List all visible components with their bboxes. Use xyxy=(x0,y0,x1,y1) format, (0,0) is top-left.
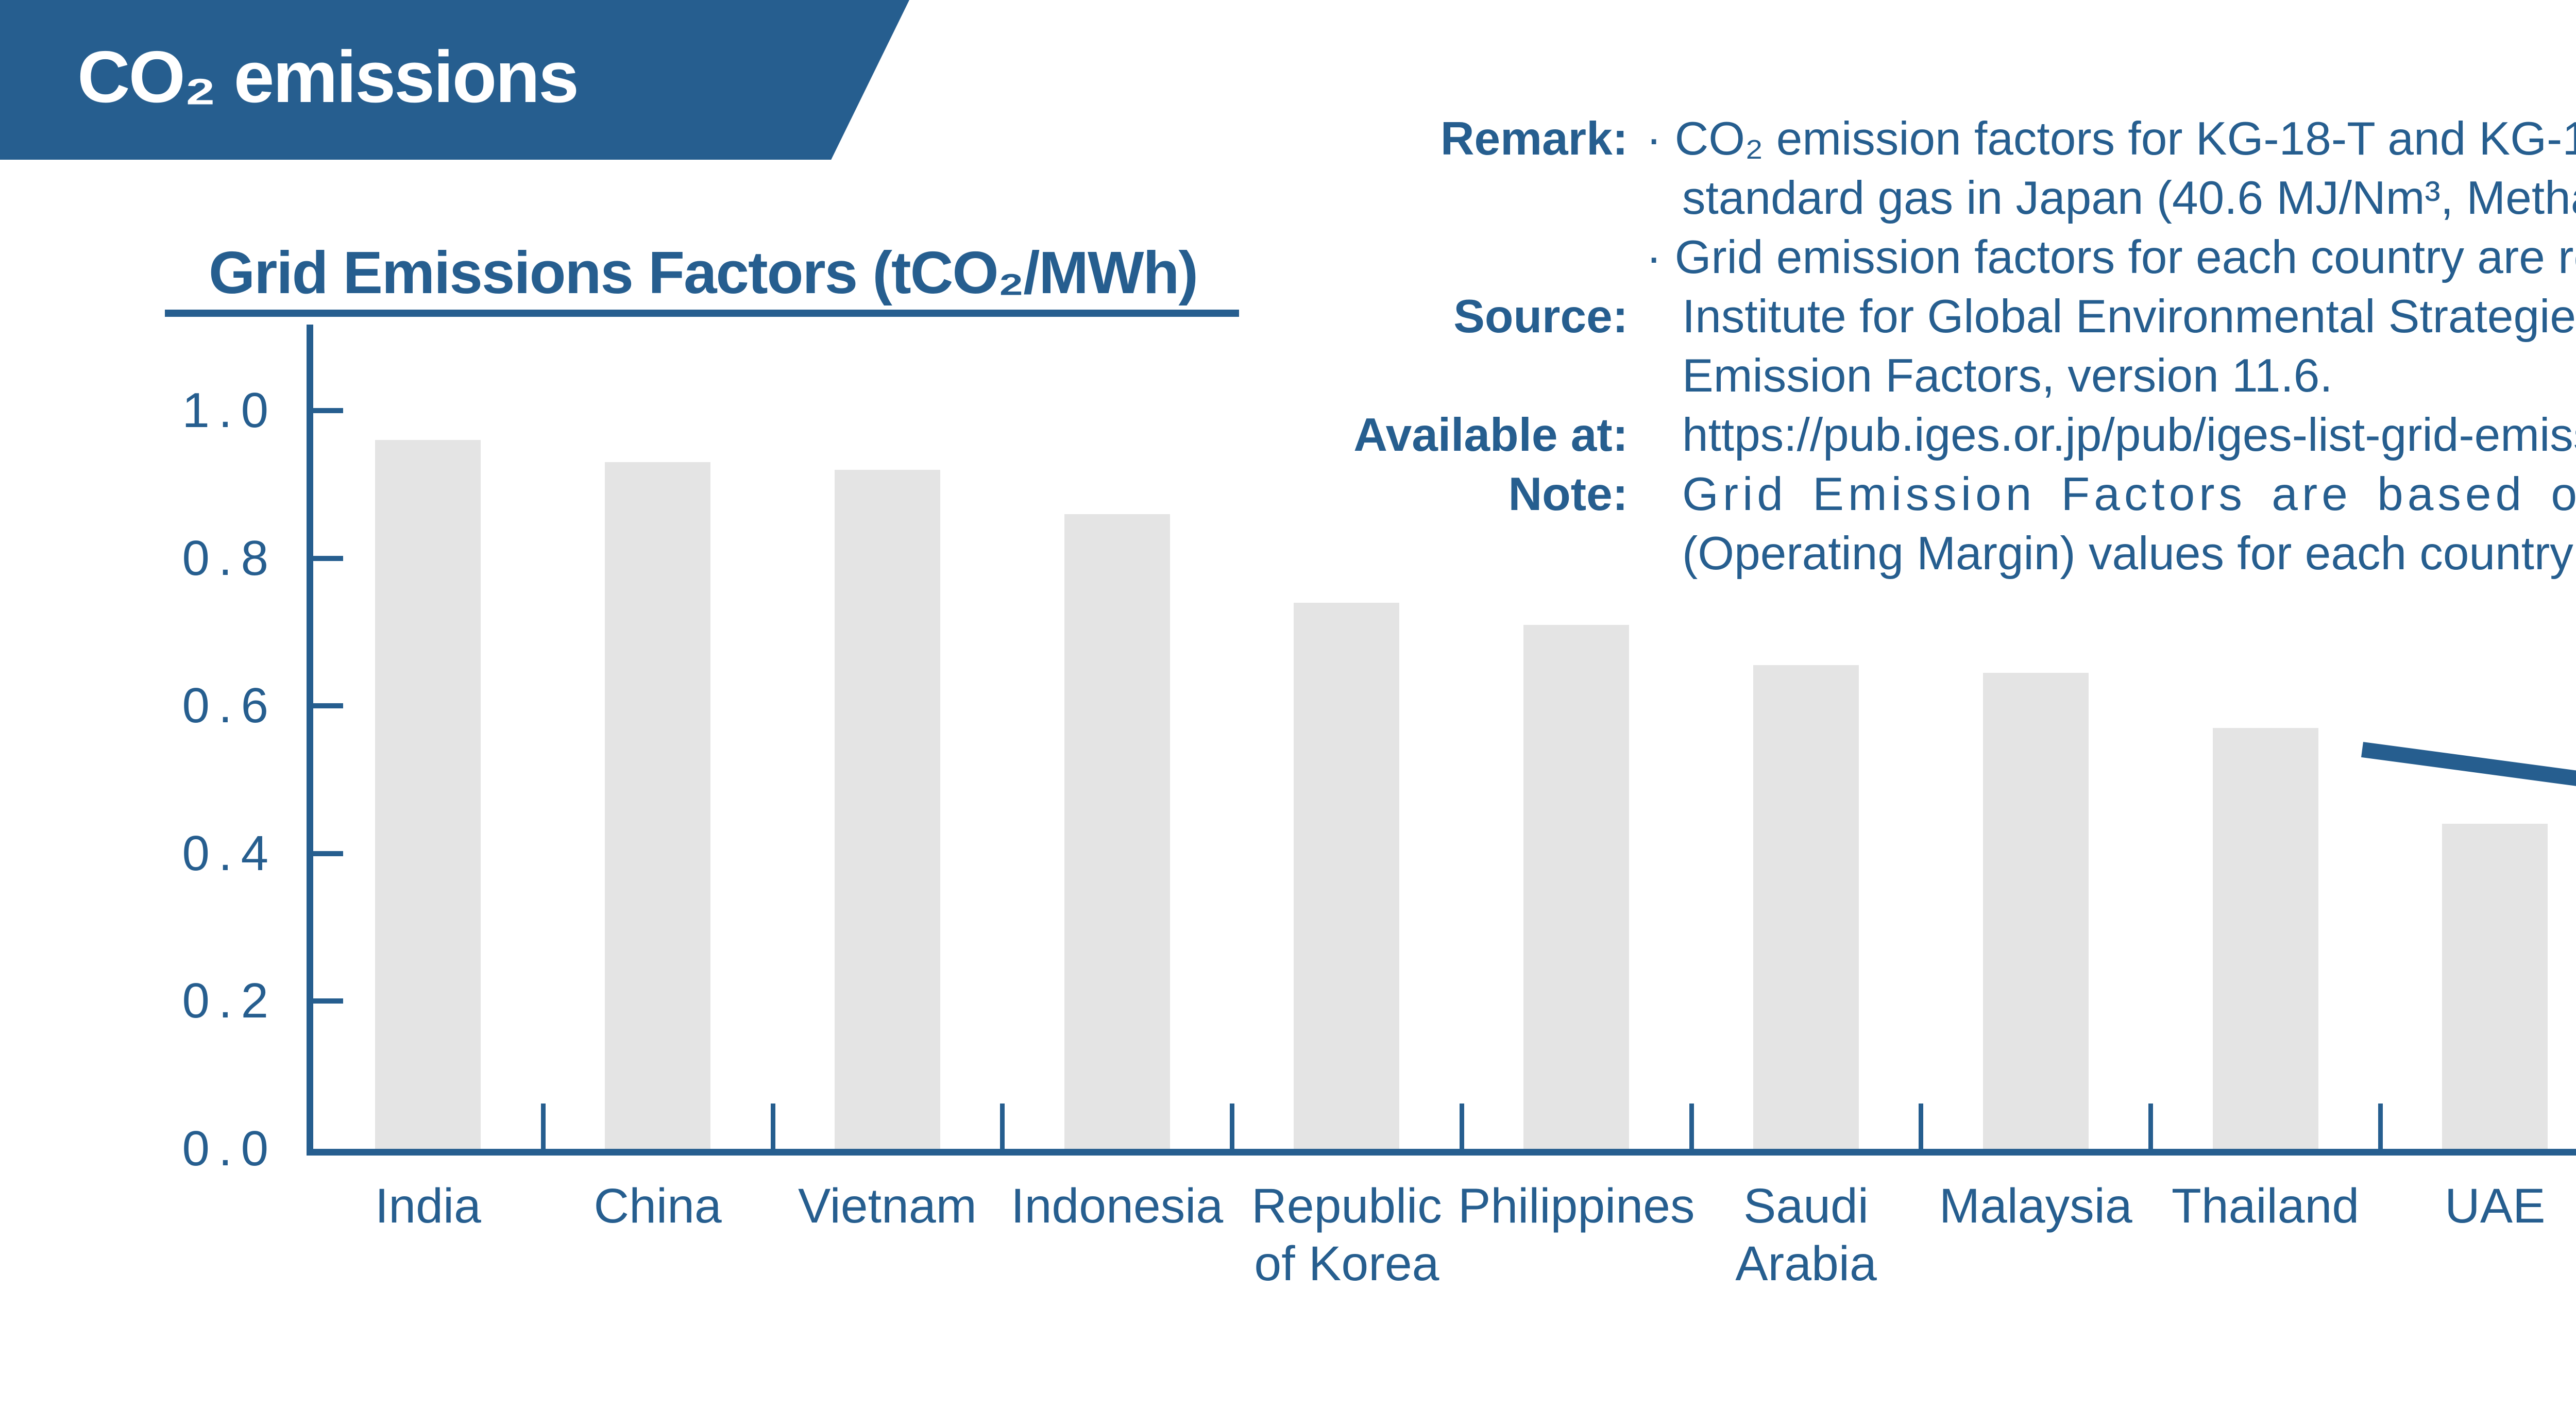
bar-indonesia xyxy=(1064,514,1170,1149)
note-label-remark: Remark: xyxy=(1440,113,1628,165)
note-line: · CO₂ emission factors for KG-18-T and K… xyxy=(1646,113,2576,165)
bar-chart-plot: 0.0 0.2 0.4 0.6 0.8 1.0 India China Vietnam Indon… xyxy=(182,325,2576,1291)
bar-saudi-arabia xyxy=(1753,665,1859,1149)
x-axis-label-malaysia: Malaysia xyxy=(1939,1179,2132,1233)
bar-uae xyxy=(2442,824,2548,1149)
note-line: (Operating Margin) values for each count… xyxy=(1682,528,2576,580)
notes-block: Remark: · CO₂ emission factors for KG-18… xyxy=(1262,109,2576,583)
y-axis-label: 0.2 xyxy=(182,973,277,1029)
bar-republic-of-korea xyxy=(1294,603,1400,1149)
note-label-source: Source: xyxy=(1453,291,1628,343)
header-banner xyxy=(0,0,909,160)
y-axis-tick xyxy=(313,703,343,709)
note-label-note: Note: xyxy=(1508,468,1628,520)
x-axis-tick xyxy=(1919,1104,1924,1149)
note-label-blank xyxy=(1262,168,1628,228)
note-label-available-at: Available at: xyxy=(1353,409,1628,461)
x-axis-label-indonesia: Indonesia xyxy=(1011,1179,1224,1233)
note-line: standard gas in Japan (40.6 MJ/Nm³, Meth… xyxy=(1682,172,2576,224)
x-axis-tick xyxy=(1459,1104,1464,1149)
x-axis-label-kg-18-t: KG-18-T xyxy=(2545,1177,2576,1235)
x-axis-tick xyxy=(540,1104,546,1149)
note-line: · Grid emission factors for each country… xyxy=(1646,231,2576,283)
y-axis-tick xyxy=(313,851,343,856)
x-axis-tick xyxy=(2148,1104,2154,1149)
x-axis-label-india: India xyxy=(375,1179,481,1233)
x-axis-tick xyxy=(770,1104,775,1149)
x-axis-tick xyxy=(1230,1104,1235,1149)
x-axis-label-uae: UAE xyxy=(2445,1179,2546,1233)
y-axis-tick xyxy=(313,998,343,1004)
y-axis-label: 0.4 xyxy=(182,825,277,881)
x-axis-tick xyxy=(1000,1104,1005,1149)
y-axis-label: 1.0 xyxy=(182,383,277,438)
y-axis-label: 0.8 xyxy=(182,530,277,586)
bar-malaysia xyxy=(1982,673,2089,1149)
page-title: CO₂ emissions xyxy=(77,36,579,118)
bar-china xyxy=(605,462,711,1149)
bar-india xyxy=(375,440,481,1149)
y-axis-tick xyxy=(313,555,343,561)
bar-thailand xyxy=(2212,728,2318,1149)
bar-philippines xyxy=(1523,625,1630,1149)
x-axis-label-philippines: Philippines xyxy=(1458,1179,1695,1233)
x-axis-tick xyxy=(2378,1104,2383,1149)
chart-title-underline xyxy=(165,310,1239,317)
x-axis-label-saudi-arabia: Saudi Arabia xyxy=(1735,1179,1877,1291)
bar-vietnam xyxy=(834,470,940,1149)
x-axis-tick xyxy=(1689,1104,1694,1149)
note-line: Institute for Global Environmental Strat… xyxy=(1682,291,2576,343)
x-axis-label-vietnam: Vietnam xyxy=(798,1179,977,1233)
chart-title: Grid Emissions Factors (tCO₂/MWh) xyxy=(209,239,1198,306)
note-line: Grid Emission Factors are based on the l… xyxy=(1682,468,2576,520)
note-line-url: https://pub.iges.or.jp/pub/iges-list-gri… xyxy=(1682,409,2576,461)
y-axis-tick xyxy=(313,408,343,413)
y-axis-label: 0.0 xyxy=(182,1121,277,1176)
x-axis-label-republic-of-korea: Republic of Korea xyxy=(1251,1179,1442,1291)
y-axis-label: 0.6 xyxy=(182,678,277,734)
x-axis-label-thailand: Thailand xyxy=(2171,1179,2360,1233)
note-line: Emission Factors, version 11.6. xyxy=(1682,350,2333,402)
note-label-blank xyxy=(1262,228,1628,287)
x-axis-label-china: China xyxy=(594,1179,722,1233)
